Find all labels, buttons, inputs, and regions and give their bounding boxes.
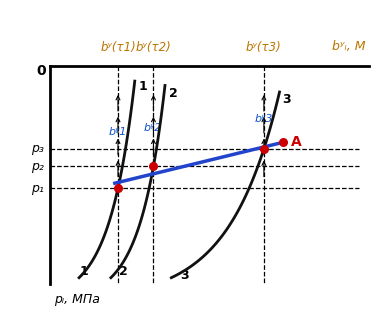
Text: bʸ1: bʸ1 [108, 127, 127, 137]
Text: pᵢ, МПа: pᵢ, МПа [54, 293, 99, 306]
Text: bʸ3: bʸ3 [255, 114, 273, 124]
Text: 3: 3 [180, 269, 189, 282]
Text: bʸ(τ2): bʸ(τ2) [135, 41, 171, 54]
Text: 1: 1 [79, 265, 88, 278]
Text: 2: 2 [169, 87, 177, 100]
Text: bʸ(τ1): bʸ(τ1) [100, 41, 136, 54]
Text: p₁: p₁ [31, 181, 44, 195]
Text: 2: 2 [119, 265, 128, 278]
Text: bʸ(τ3): bʸ(τ3) [246, 41, 282, 54]
Text: p₂: p₂ [31, 160, 44, 173]
Text: 1: 1 [139, 80, 147, 93]
Text: bʸᵢ, М: bʸᵢ, М [332, 40, 365, 53]
Text: 0: 0 [36, 64, 46, 78]
Text: A: A [291, 135, 302, 149]
Text: p₃: p₃ [31, 142, 44, 155]
Text: 3: 3 [282, 93, 291, 106]
Text: bʸ2: bʸ2 [144, 122, 162, 133]
